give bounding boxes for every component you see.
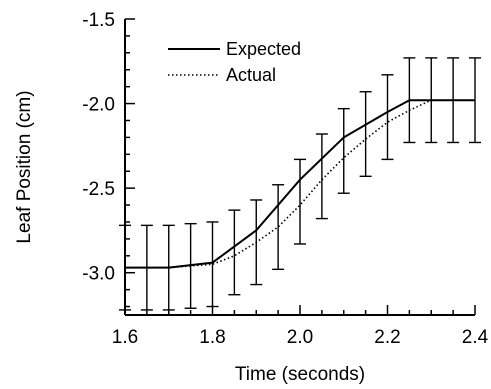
x-tick-label: 2.4 (462, 327, 489, 348)
error-bars (119, 57, 481, 311)
legend: Expected Actual (168, 39, 301, 85)
error-bar (206, 221, 219, 308)
y-tick-label: -1.5 (82, 10, 115, 31)
x-tick-label: 1.6 (112, 327, 138, 348)
error-bar (294, 158, 306, 245)
axes: -1.5 -2.0 -2.5 -3.0 1.6 1.8 2.0 2.2 2.4 (82, 10, 488, 348)
x-tick-label: 2.0 (287, 327, 313, 348)
error-bar (359, 91, 372, 178)
y-tick-label: -2.5 (82, 179, 115, 200)
legend-label-actual: Actual (226, 65, 276, 85)
legend-label-expected: Expected (226, 39, 301, 59)
series-line-expected (125, 99, 475, 269)
error-bar (228, 209, 241, 296)
y-ticks: -1.5 -2.0 -2.5 -3.0 (82, 10, 135, 308)
y-tick-label: -3.0 (82, 264, 115, 285)
error-bar (272, 184, 285, 271)
series-line-actual (125, 99, 475, 269)
x-axis-label: Time (seconds) (235, 364, 365, 385)
series-lines (125, 99, 475, 269)
y-tick-label: -2.0 (82, 95, 115, 116)
x-tick-label: 2.2 (374, 327, 400, 348)
error-bar (337, 107, 350, 194)
error-bar (381, 74, 394, 161)
x-ticks: 1.6 1.8 2.0 2.2 2.4 (112, 305, 489, 348)
x-tick-label: 1.8 (199, 327, 225, 348)
error-bar (315, 133, 328, 220)
y-axis-label: Leaf Position (cm) (14, 90, 35, 243)
